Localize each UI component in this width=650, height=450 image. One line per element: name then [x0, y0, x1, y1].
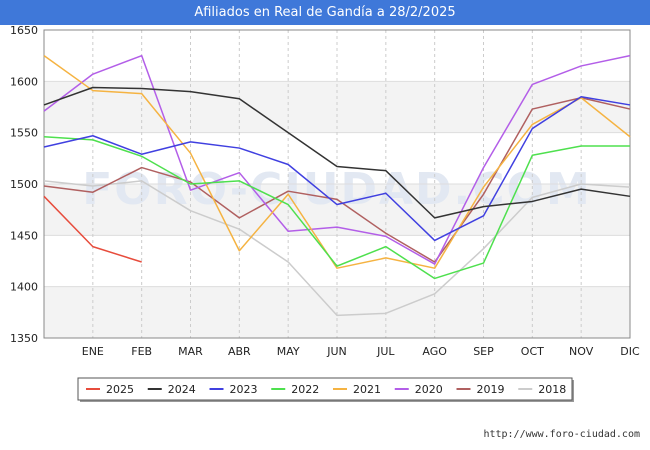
x-tick-label: ABR: [228, 345, 251, 358]
watermark: FORO-CIUDAD.COM: [82, 164, 592, 215]
legend-label-2019: 2019: [477, 383, 505, 396]
series-line-2022: [43, 136, 630, 280]
series-line-2019: [43, 97, 631, 263]
plot-frame: [43, 29, 631, 339]
x-tick-label: OCT: [521, 345, 544, 358]
chart-title-text: Afiliados en Real de Gandía a 28/2/2025: [194, 5, 456, 20]
series-line-2024: [43, 86, 631, 219]
x-tick-label: FEB: [131, 345, 152, 358]
series-line-2025: [43, 195, 142, 263]
x-tick-label: MAR: [178, 345, 203, 358]
legend-label-2018: 2018: [538, 383, 566, 396]
legend-label-2020: 2020: [415, 383, 443, 396]
x-tick-label: MAY: [277, 345, 300, 358]
series-line-2020: [43, 54, 631, 265]
series-line-2023: [43, 95, 631, 242]
legend-label-2021: 2021: [353, 383, 381, 396]
legend-label-2022: 2022: [291, 383, 319, 396]
x-tick-label: NOV: [569, 345, 594, 358]
x-tick-label: ENE: [82, 345, 104, 358]
x-tick-label: AGO: [422, 345, 447, 358]
y-tick-label: 1350: [10, 332, 38, 345]
y-tick-label: 1450: [10, 229, 38, 242]
x-tick-label: DIC: [620, 345, 640, 358]
legend-label-2024: 2024: [168, 383, 196, 396]
legend-label-2025: 2025: [106, 383, 134, 396]
x-tick-label: SEP: [473, 345, 494, 358]
footer-url: http://www.foro-ciudad.com: [483, 429, 640, 440]
y-tick-label: 1500: [10, 178, 38, 191]
legend-box: [77, 377, 573, 401]
x-tick-label: JUN: [326, 345, 347, 358]
series-line-2018: [43, 180, 631, 317]
x-tick-label: JUL: [376, 345, 395, 358]
y-tick-label: 1400: [10, 281, 38, 294]
chart-title: Afiliados en Real de Gandía a 28/2/2025: [0, 0, 650, 25]
y-tick-label: 1600: [10, 75, 38, 88]
y-tick-label: 1650: [10, 24, 38, 37]
series-line-2021: [43, 55, 631, 269]
y-tick-label: 1550: [10, 127, 38, 140]
legend-label-2023: 2023: [230, 383, 258, 396]
